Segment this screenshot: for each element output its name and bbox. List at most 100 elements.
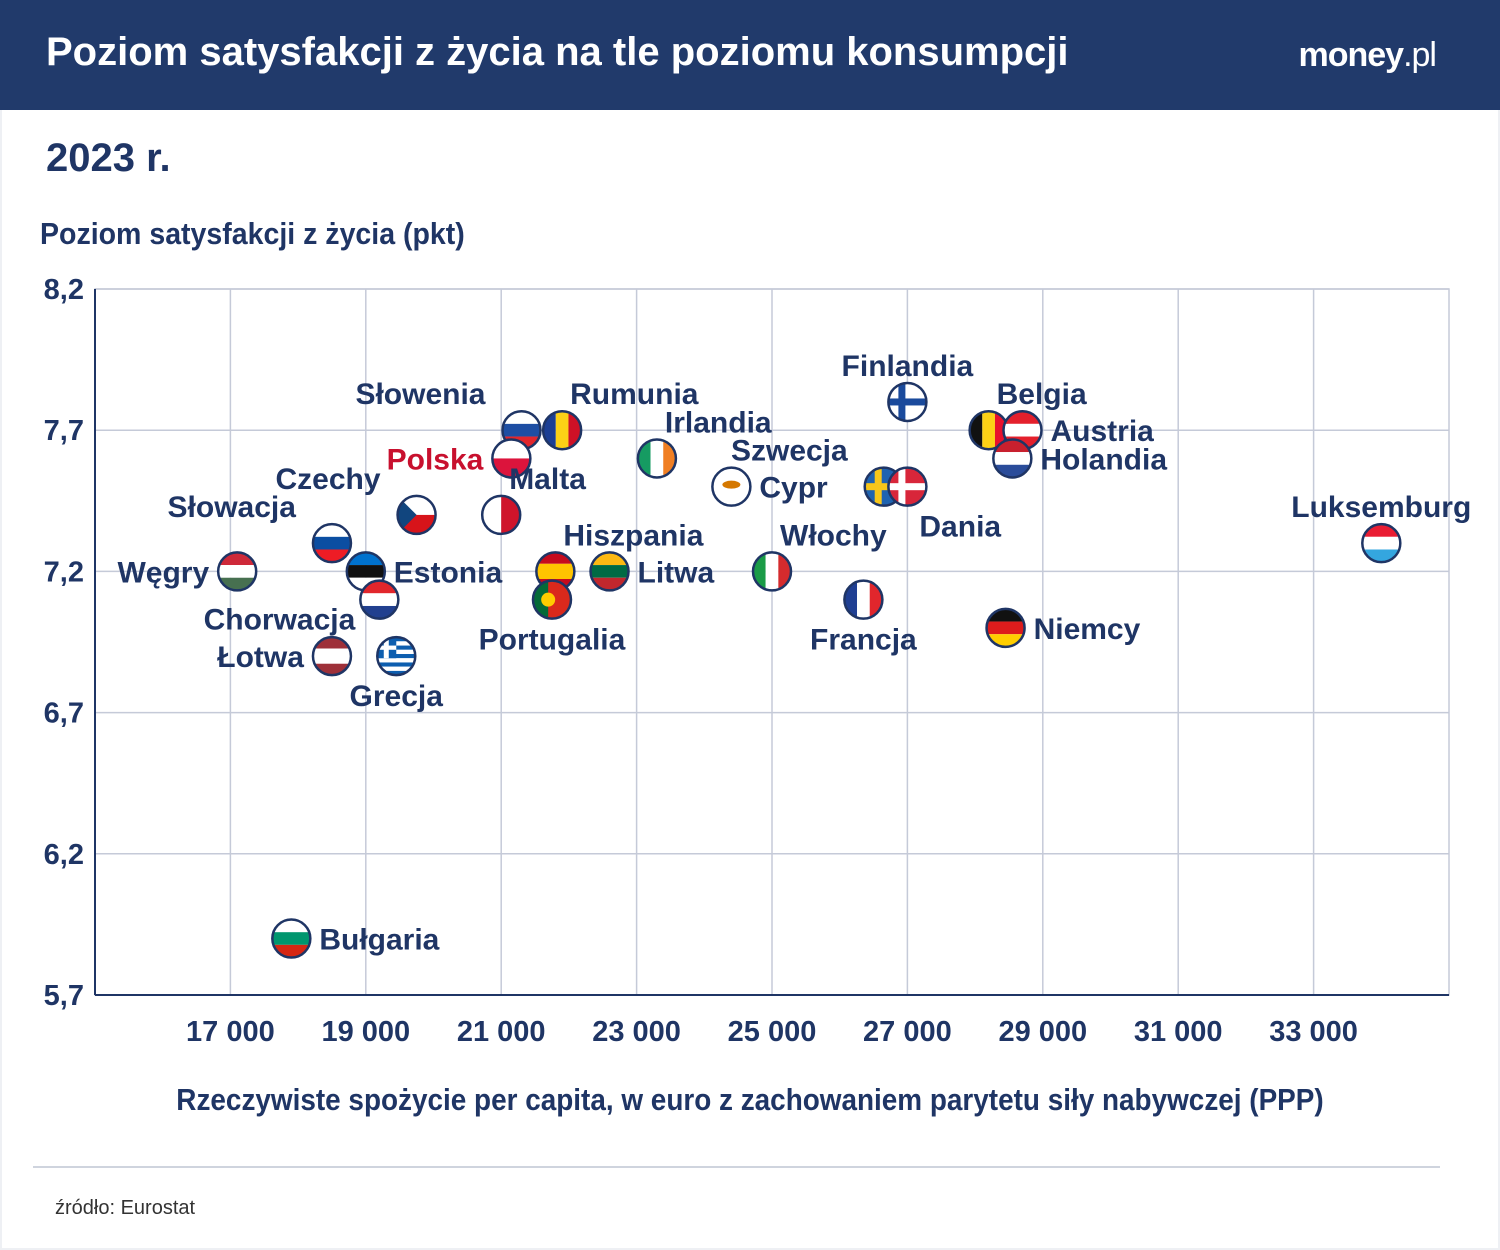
data-point-malta: Malta — [480, 463, 586, 536]
x-axis-title: Rzeczywiste spożycie per capita, w euro … — [176, 1082, 1324, 1117]
data-point-chorwacja: Chorwacja — [204, 579, 400, 637]
y-tick-label: 5,7 — [44, 980, 84, 1012]
point-label: Hiszpania — [563, 519, 703, 552]
data-point-niemcy: Niemcy — [985, 607, 1141, 649]
point-label: Belgia — [997, 378, 1087, 411]
x-tick-label: 17 000 — [186, 1016, 275, 1048]
data-point-irlandia: Irlandia — [636, 406, 772, 479]
point-label: Niemcy — [1034, 613, 1141, 646]
flag-icon — [492, 439, 531, 478]
flag-outline — [887, 466, 928, 507]
point-label: Czechy — [276, 463, 381, 496]
flag-outline — [311, 635, 353, 677]
data-point-słowacja: Słowacja — [168, 491, 353, 564]
point-label: Irlandia — [665, 406, 772, 439]
data-point-dania: Dania — [887, 466, 1001, 544]
point-label: Portugalia — [479, 624, 626, 657]
flag-outline — [636, 438, 678, 479]
data-point-cypr: Cypr — [711, 466, 828, 507]
point-label: Austria — [1050, 415, 1154, 448]
point-label: Holandia — [1040, 443, 1167, 476]
y-tick-label: 7,2 — [44, 556, 84, 588]
data-point-litwa: Litwa — [589, 551, 715, 592]
y-tick-label: 8,2 — [44, 274, 84, 306]
data-point-belgia: Belgia — [968, 378, 1087, 451]
source-note: źródło: Eurostat — [55, 1197, 196, 1219]
flag-outline — [216, 551, 258, 592]
x-tick-label: 29 000 — [998, 1016, 1087, 1048]
chart-subtitle: 2023 r. — [46, 136, 171, 180]
flag-outline — [376, 635, 417, 677]
data-point-włochy: Włochy — [751, 519, 887, 592]
data-point-rumunia: Rumunia — [541, 378, 699, 451]
point-label: Słowacja — [168, 491, 297, 524]
data-point-czechy: Czechy — [276, 463, 437, 536]
flag-outline — [751, 551, 793, 592]
point-label: Finlandia — [842, 350, 974, 383]
flag-icon — [482, 495, 521, 534]
data-point-portugalia: Portugalia — [479, 579, 626, 657]
flag-outline — [491, 438, 532, 479]
flag-outline — [843, 579, 884, 620]
data-point-holandia: Holandia — [992, 438, 1167, 479]
logo-main: money — [1298, 36, 1404, 74]
point-label: Litwa — [638, 556, 715, 589]
flag-outline — [589, 551, 630, 592]
flag-outline — [887, 381, 928, 423]
flag-outline — [311, 522, 353, 564]
flag-outline — [992, 438, 1033, 479]
point-label: Chorwacja — [204, 604, 356, 637]
data-point-polska: Polska — [387, 438, 532, 479]
data-point-francja: Francja — [810, 579, 917, 657]
x-tick-label: 21 000 — [457, 1016, 546, 1048]
point-label: Estonia — [394, 556, 503, 589]
x-tick-label: 23 000 — [592, 1016, 681, 1048]
flag-icon — [312, 637, 351, 676]
data-point-węgry: Węgry — [117, 551, 258, 592]
flag-outline — [359, 579, 400, 620]
point-label: Rumunia — [570, 378, 699, 411]
logo-suffix: .pl — [1403, 36, 1437, 74]
point-label: Bułgaria — [319, 924, 439, 957]
flag-outline — [271, 918, 312, 959]
point-label: Szwecja — [731, 435, 848, 468]
flag-outline — [541, 409, 583, 451]
chart-title: Poziom satysfakcji z życia na tle poziom… — [46, 30, 1069, 74]
data-point-łotwa: Łotwa — [217, 635, 353, 677]
point-label: Węgry — [117, 556, 209, 589]
x-tick-label: 19 000 — [321, 1016, 410, 1048]
point-label: Grecja — [350, 680, 444, 713]
point-label: Luksemburg — [1291, 491, 1471, 524]
y-axis-title: Poziom satysfakcji z życia (pkt) — [40, 216, 465, 251]
y-tick-label: 6,2 — [44, 839, 84, 871]
point-label: Polska — [387, 443, 484, 476]
flag-outline — [1361, 522, 1402, 564]
flag-outline — [531, 579, 573, 620]
flag-icon — [377, 637, 416, 676]
flag-outline — [711, 466, 752, 507]
data-point-estonia: Estonia — [345, 551, 503, 592]
flag-outline — [396, 494, 437, 536]
money-pl-logo: money.pl — [1298, 36, 1437, 75]
point-label: Słowenia — [355, 378, 485, 411]
point-label: Francja — [810, 624, 917, 657]
x-tick-label: 31 000 — [1134, 1016, 1223, 1048]
flag-icon — [397, 495, 436, 534]
x-tick-label: 25 000 — [728, 1016, 817, 1048]
y-tick-label: 7,7 — [44, 415, 84, 447]
data-point-bułgaria: Bułgaria — [271, 918, 440, 959]
point-label: Łotwa — [217, 641, 304, 674]
point-label: Dania — [919, 511, 1001, 544]
flag-outline — [985, 607, 1026, 649]
x-tick-label: 33 000 — [1269, 1016, 1358, 1048]
point-label: Malta — [509, 463, 586, 496]
point-label: Cypr — [759, 472, 828, 505]
data-point-luksemburg: Luksemburg — [1291, 491, 1471, 564]
flag-outline — [480, 494, 522, 536]
header-bar: Poziom satysfakcji z życia na tle poziom… — [0, 0, 1500, 110]
data-point-finlandia: Finlandia — [842, 350, 974, 423]
point-label: Włochy — [780, 519, 887, 552]
divider — [33, 1166, 1440, 1168]
x-tick-label: 27 000 — [863, 1016, 952, 1048]
